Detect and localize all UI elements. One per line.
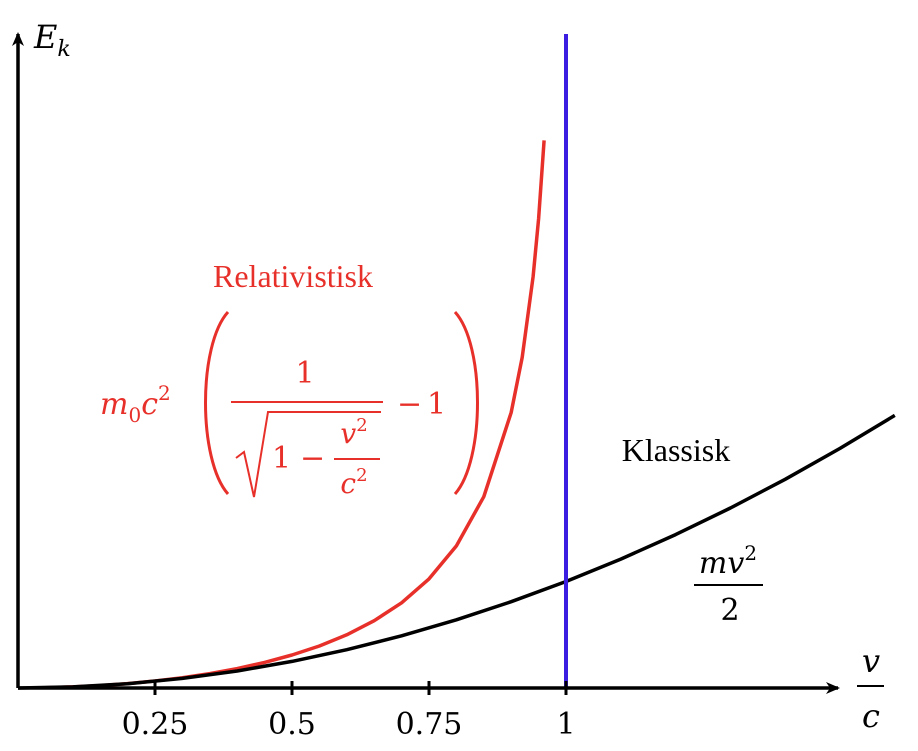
relativistic-label: Relativistisk bbox=[213, 258, 373, 294]
series-layer bbox=[17, 140, 896, 690]
minus-sign: − bbox=[397, 387, 422, 422]
x-tick-label-1: 1 bbox=[556, 707, 575, 742]
classical-numerator: mv2 bbox=[699, 541, 757, 581]
classical-denominator: 2 bbox=[720, 593, 739, 628]
x-ticks: 0.25 0.5 0.75 1 bbox=[122, 681, 576, 742]
series-line-klassisk bbox=[17, 413, 896, 690]
inner-numerator: v2 bbox=[340, 415, 367, 450]
relativistic-prefactor: m0c2 bbox=[100, 381, 171, 427]
x-axis-label-numerator: v bbox=[862, 642, 880, 680]
x-axis-label: v c bbox=[857, 642, 884, 735]
formula-numerator: 1 bbox=[295, 356, 314, 391]
relativistic-annotation: Relativistisk m0c2 1 1 − v2 c2 − 1 bbox=[100, 258, 479, 500]
minus-one: 1 bbox=[427, 387, 446, 422]
x-tick-label-0.5: 0.5 bbox=[268, 707, 316, 742]
x-axis-label-denominator: c bbox=[862, 697, 880, 735]
left-paren bbox=[204, 310, 230, 495]
radical-minus: − bbox=[300, 441, 325, 476]
y-axis-label: Ek bbox=[33, 18, 71, 62]
radical-sign bbox=[235, 411, 381, 498]
classical-label: Klassisk bbox=[622, 432, 730, 468]
radical-one: 1 bbox=[272, 441, 291, 476]
x-tick-label-0.75: 0.75 bbox=[396, 707, 463, 742]
x-tick-label-0.25: 0.25 bbox=[122, 707, 189, 742]
right-paren bbox=[453, 310, 479, 495]
classical-annotation: Klassisk mv2 2 bbox=[622, 432, 763, 628]
inner-denominator: c2 bbox=[340, 465, 367, 500]
